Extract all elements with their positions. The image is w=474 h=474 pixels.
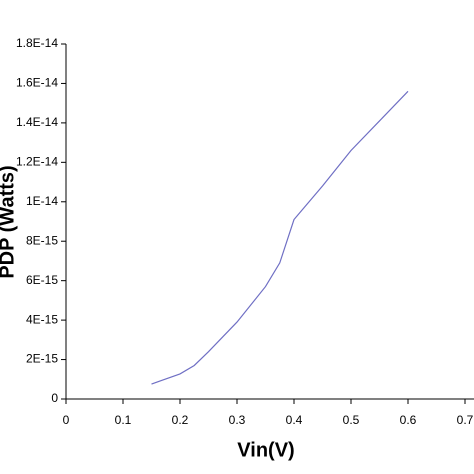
x-tick-label: 0.3 [229,413,246,427]
y-tick-label: 1.2E-14 [16,155,58,169]
x-tick-label: 0.1 [115,413,132,427]
x-tick-label: 0.5 [343,413,360,427]
y-tick-label: 2E-15 [26,352,58,366]
data-line [151,90,409,385]
x-tick-label: 0.2 [172,413,189,427]
y-tick-label: 1.4E-14 [16,115,58,129]
y-tick-label: 8E-15 [26,233,58,247]
y-tick-label: 1.8E-14 [16,36,58,50]
y-tick-label: 0 [51,391,58,405]
x-tick-label: 0.6 [400,413,417,427]
y-tick-label: 4E-15 [26,312,58,326]
y-tick-label: 1E-14 [26,194,58,208]
y-tick-label: 1.6E-14 [16,76,58,90]
x-axis-title: Vin(V) [237,439,294,461]
y-tick-label: 6E-15 [26,273,58,287]
x-tick-label: 0.7 [457,413,474,427]
x-tick-label: 0.4 [286,413,303,427]
y-axis-title: PDP (Watts) [0,165,18,278]
x-tick-label: 0 [63,413,70,427]
